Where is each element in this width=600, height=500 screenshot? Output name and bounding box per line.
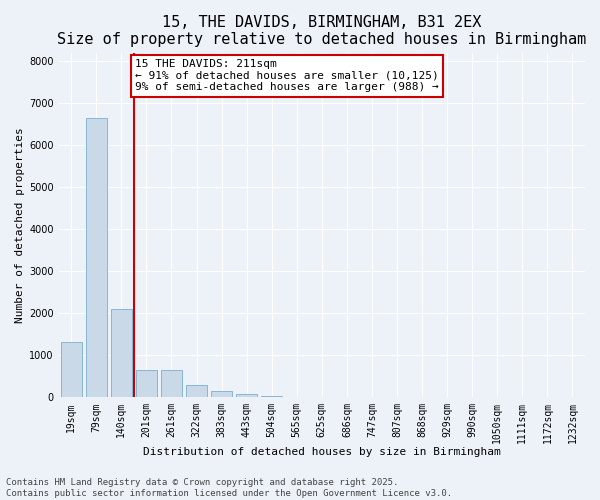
Bar bbox=[186, 385, 207, 398]
Title: 15, THE DAVIDS, BIRMINGHAM, B31 2EX
Size of property relative to detached houses: 15, THE DAVIDS, BIRMINGHAM, B31 2EX Size… bbox=[57, 15, 586, 48]
X-axis label: Distribution of detached houses by size in Birmingham: Distribution of detached houses by size … bbox=[143, 448, 501, 458]
Bar bbox=[86, 118, 107, 398]
Y-axis label: Number of detached properties: Number of detached properties bbox=[15, 127, 25, 323]
Bar bbox=[61, 342, 82, 398]
Bar bbox=[286, 396, 307, 398]
Bar bbox=[211, 392, 232, 398]
Text: Contains HM Land Registry data © Crown copyright and database right 2025.
Contai: Contains HM Land Registry data © Crown c… bbox=[6, 478, 452, 498]
Bar bbox=[136, 370, 157, 398]
Bar bbox=[261, 396, 283, 398]
Bar bbox=[161, 370, 182, 398]
Bar bbox=[236, 394, 257, 398]
Bar bbox=[110, 309, 132, 398]
Text: 15 THE DAVIDS: 211sqm
← 91% of detached houses are smaller (10,125)
9% of semi-d: 15 THE DAVIDS: 211sqm ← 91% of detached … bbox=[135, 59, 439, 92]
